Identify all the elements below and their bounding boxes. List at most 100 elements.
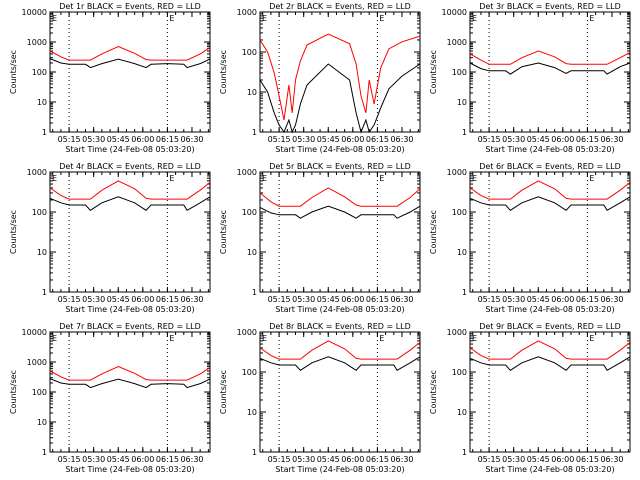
plot-frame (49, 11, 211, 133)
x-tick-label: 05:30 (82, 135, 105, 144)
marker-label: E (52, 334, 57, 343)
y-tick-label: 1000 (237, 168, 257, 177)
marker-label: E (379, 14, 384, 23)
x-tick-label: 05:45 (317, 295, 340, 304)
y-tick-label: 100 (32, 68, 47, 77)
y-tick-label: 10000 (22, 328, 47, 337)
y-tick-label: 100 (242, 368, 257, 377)
chart-panel: Det 2r BLACK = Events, RED = LLD 1 10 100 10… (219, 2, 421, 154)
x-tick-label: 06:30 (600, 455, 623, 464)
x-axis-label: Start Time (24-Feb-08 05:03:20) (275, 465, 404, 474)
x-tick-label: 06:30 (600, 295, 623, 304)
y-tick-label: 10 (247, 88, 257, 97)
series-line-lld (49, 46, 211, 61)
y-tick-label: 1000 (447, 38, 467, 47)
chart-title: Det 6r BLACK = Events, RED = LLD (479, 162, 621, 171)
marker-label: E (169, 14, 174, 23)
series-line-lld (469, 340, 631, 360)
marker-label: E (472, 14, 477, 23)
y-tick-label: 100 (32, 208, 47, 217)
y-tick-label: 100 (242, 208, 257, 217)
y-tick-label: 10 (247, 248, 257, 257)
marker-label: E (52, 14, 57, 23)
marker-label: E (589, 174, 594, 183)
chart-panel: Det 7r BLACK = Events, RED = LLD 1 10 100 10… (9, 322, 211, 474)
chart-panel: Det 5r BLACK = Events, RED = LLD 1 10 100 10… (219, 162, 421, 314)
chart-panel: Det 8r BLACK = Events, RED = LLD 1 10 100 10… (219, 322, 421, 474)
x-tick-label: 06:00 (341, 295, 364, 304)
marker-label: E (472, 334, 477, 343)
chart-title: Det 3r BLACK = Events, RED = LLD (479, 2, 621, 11)
marker-label: E (169, 174, 174, 183)
y-tick-label: 1 (42, 288, 47, 297)
y-tick-label: 10 (37, 248, 47, 257)
x-tick-label: 06:15 (576, 295, 599, 304)
y-tick-label: 1 (462, 448, 467, 457)
y-axis-label: Counts/sec (219, 210, 228, 254)
chart-title: Det 7r BLACK = Events, RED = LLD (59, 322, 201, 331)
series-line-lld (469, 180, 631, 200)
x-tick-label: 05:45 (527, 135, 550, 144)
x-tick-label: 05:45 (107, 295, 130, 304)
series-line-events (259, 63, 421, 134)
chart-title: Det 8r BLACK = Events, RED = LLD (269, 322, 411, 331)
x-tick-label: 05:30 (82, 455, 105, 464)
y-tick-label: 10 (457, 248, 467, 257)
x-tick-label: 05:30 (292, 455, 315, 464)
plot-frame (49, 331, 211, 453)
series-line-events (469, 356, 631, 371)
y-axis-label: Counts/sec (9, 370, 18, 414)
x-tick-label: 05:15 (478, 455, 501, 464)
series-line-lld (259, 340, 421, 360)
series-line-lld (49, 366, 211, 381)
x-tick-label: 05:30 (82, 295, 105, 304)
x-tick-label: 05:15 (478, 295, 501, 304)
x-tick-label: 06:00 (131, 295, 154, 304)
plot-frame (469, 331, 631, 453)
plot-frame (469, 171, 631, 293)
plot-frame (259, 11, 421, 133)
x-tick-label: 05:15 (58, 135, 81, 144)
x-tick-label: 05:15 (478, 135, 501, 144)
x-tick-label: 06:30 (390, 455, 413, 464)
x-tick-label: 06:15 (366, 455, 389, 464)
y-tick-label: 1 (462, 288, 467, 297)
y-tick-label: 100 (452, 68, 467, 77)
x-axis-label: Start Time (24-Feb-08 05:03:20) (65, 145, 194, 154)
y-axis-label: Counts/sec (219, 50, 228, 94)
x-tick-label: 05:15 (58, 455, 81, 464)
y-axis-label: Counts/sec (9, 50, 18, 94)
series-line-events (259, 356, 421, 371)
x-tick-label: 06:30 (600, 135, 623, 144)
x-tick-label: 06:30 (180, 135, 203, 144)
y-axis-label: Counts/sec (429, 370, 438, 414)
series-line-events (469, 62, 631, 75)
x-tick-label: 05:45 (107, 135, 130, 144)
y-axis-label: Counts/sec (429, 210, 438, 254)
chart-title: Det 2r BLACK = Events, RED = LLD (269, 2, 411, 11)
y-tick-label: 1 (42, 128, 47, 137)
chart-panel: Det 9r BLACK = Events, RED = LLD 1 10 100 10… (429, 322, 631, 474)
plot-frame (49, 171, 211, 293)
x-tick-label: 05:45 (317, 455, 340, 464)
series-line-lld (469, 50, 631, 65)
x-tick-label: 06:00 (341, 455, 364, 464)
marker-label: E (472, 174, 477, 183)
x-tick-label: 05:15 (268, 455, 291, 464)
x-tick-label: 06:30 (390, 295, 413, 304)
y-tick-label: 1000 (27, 38, 47, 47)
y-tick-label: 1000 (27, 168, 47, 177)
y-tick-label: 1000 (447, 168, 467, 177)
x-axis-label: Start Time (24-Feb-08 05:03:20) (485, 465, 614, 474)
x-tick-label: 06:15 (156, 455, 179, 464)
x-axis-label: Start Time (24-Feb-08 05:03:20) (485, 305, 614, 314)
chart-title: Det 4r BLACK = Events, RED = LLD (59, 162, 201, 171)
x-axis-label: Start Time (24-Feb-08 05:03:20) (65, 465, 194, 474)
y-axis-label: Counts/sec (429, 50, 438, 94)
x-tick-label: 05:45 (317, 135, 340, 144)
series-line-events (49, 196, 211, 211)
series-line-events (49, 378, 211, 389)
x-tick-label: 05:45 (527, 295, 550, 304)
chart-title: Det 9r BLACK = Events, RED = LLD (479, 322, 621, 331)
